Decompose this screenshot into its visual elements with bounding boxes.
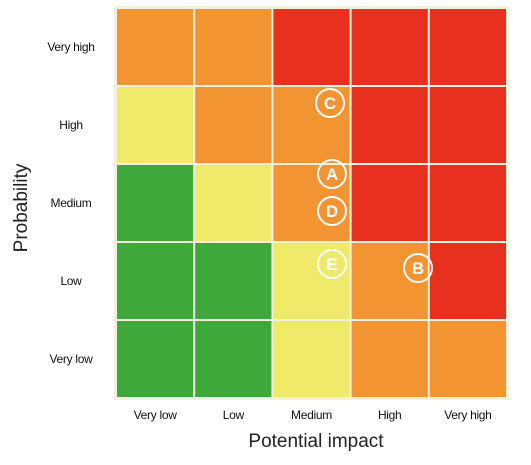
y-tick-label: Medium (50, 196, 92, 210)
heatmap-cell (195, 9, 272, 85)
heatmap-cell (195, 321, 272, 397)
heatmap-cell (117, 9, 194, 85)
y-axis-title: Probability (11, 163, 32, 253)
risk-marker-b: B (403, 253, 433, 283)
x-tick-label: High (377, 408, 402, 422)
heatmap-cell (195, 165, 272, 241)
risk-marker-label: E (326, 255, 337, 274)
heatmap-cell (117, 321, 194, 397)
risk-marker-circle (403, 253, 433, 283)
y-tick-label: Very high (47, 40, 95, 54)
risk-marker-c: C (315, 88, 345, 118)
heatmap-cell (351, 9, 428, 85)
risk-marker-a: A (317, 159, 347, 189)
heatmap-cell (351, 321, 428, 397)
risk-marker-label: D (326, 202, 338, 221)
heatmap-cell (273, 321, 350, 397)
heatmap-cell (273, 243, 350, 319)
heatmap-cell (273, 9, 350, 85)
x-tick-label: Very low (133, 408, 177, 422)
risk-marker-label: A (326, 165, 338, 184)
x-tick-label: Very high (444, 408, 492, 422)
heatmap-cell (117, 243, 194, 319)
x-tick-label: Low (222, 408, 244, 422)
heatmap-cell (117, 165, 194, 241)
heatmap-cell (429, 87, 506, 163)
heatmap-cell (351, 165, 428, 241)
heatmap-cell (273, 165, 350, 241)
heatmap-cell (195, 87, 272, 163)
heatmap-cell (117, 87, 194, 163)
y-tick-label: Very low (49, 352, 93, 366)
heatmap-cell (429, 243, 506, 319)
heatmap-cell (429, 9, 506, 85)
x-axis-title: Potential impact (248, 431, 384, 452)
heatmap-cell (429, 321, 506, 397)
risk-marker-circle (317, 159, 347, 189)
risk-marker-circle (315, 88, 345, 118)
heatmap-cell (429, 165, 506, 241)
risk-marker-circle (317, 249, 347, 279)
heatmap-cell (195, 243, 272, 319)
risk-marker-circle (317, 196, 347, 226)
x-tick-label: Medium (291, 408, 332, 422)
heatmap-cell (351, 87, 428, 163)
heatmap-cell (273, 87, 350, 163)
risk-marker-d: D (317, 196, 347, 226)
y-tick-label: Low (60, 274, 82, 288)
risk-marker-label: C (324, 94, 336, 113)
risk-marker-e: E (317, 249, 347, 279)
risk-marker-label: B (412, 259, 424, 278)
y-tick-label: High (59, 118, 83, 132)
